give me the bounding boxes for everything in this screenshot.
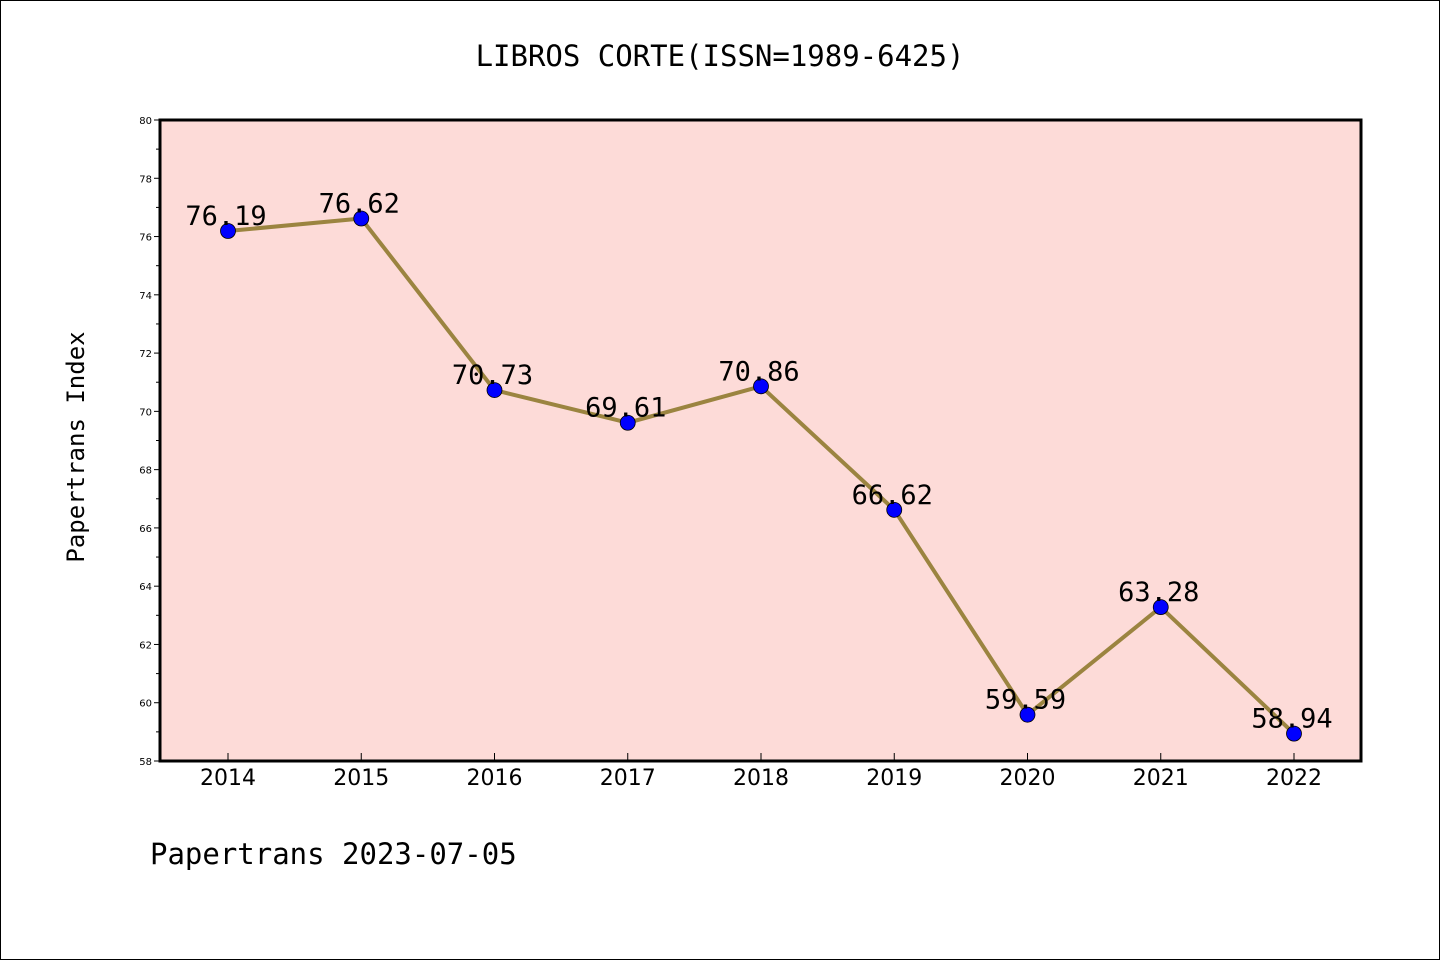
y-tick-label: 60 — [139, 699, 152, 710]
data-label: 70.86 — [718, 356, 799, 387]
y-tick-label: 62 — [139, 640, 152, 651]
data-label: 66.62 — [852, 480, 933, 511]
y-tick-label: 78 — [139, 174, 152, 185]
data-point — [486, 382, 503, 398]
plot-area — [160, 120, 1361, 761]
y-axis-label: Papertrans Index — [62, 331, 90, 562]
x-tick-label: 2017 — [600, 766, 656, 791]
x-tick-label: 2014 — [200, 766, 256, 791]
x-tick-label: 2022 — [1266, 766, 1322, 791]
data-point — [1286, 725, 1302, 742]
data-label: 76.19 — [185, 201, 266, 232]
data-label: 58.94 — [1251, 704, 1332, 735]
x-tick-label: 2015 — [333, 766, 389, 791]
data-point — [886, 501, 903, 518]
y-axis-ticks: 58 60 62 64 66 68 70 72 74 76 78 80 — [139, 116, 160, 768]
y-tick-label: 80 — [139, 116, 152, 127]
x-tick-label: 2021 — [1133, 766, 1189, 791]
data-point — [1019, 706, 1036, 723]
y-tick-label: 74 — [139, 291, 152, 302]
data-label: 63.28 — [1118, 577, 1199, 608]
data-point — [220, 223, 236, 239]
y-tick-label: 70 — [139, 407, 152, 418]
chart-title: LIBROS CORTE(ISSN=1989-6425) — [476, 39, 965, 73]
data-label: 70.73 — [452, 360, 533, 391]
footer-text: Papertrans 2023-07-05 — [150, 837, 517, 871]
x-tick-label: 2019 — [866, 766, 922, 791]
y-tick-label: 64 — [139, 582, 152, 593]
data-labels-layer: 76.19 76.62 70.73 69.61 70.86 66.62 59.59 63.28… — [185, 188, 1332, 734]
data-point — [753, 378, 769, 395]
series-layer — [220, 210, 1302, 742]
data-point — [353, 210, 370, 227]
y-tick-label: 72 — [139, 349, 152, 360]
y-tick-label: 76 — [139, 233, 152, 244]
data-label: 76.62 — [319, 188, 400, 219]
x-tick-label: 2018 — [733, 766, 789, 791]
x-axis-ticks: 2014 2015 2016 2017 2018 2019 2020 2021 2022 — [200, 753, 1322, 791]
data-label: 69.61 — [585, 393, 666, 424]
y-tick-label: 66 — [139, 524, 152, 535]
x-tick-label: 2020 — [1000, 766, 1056, 791]
data-label: 59.59 — [985, 685, 1066, 716]
plot-border — [158, 118, 1363, 763]
data-point — [619, 414, 636, 431]
y-tick-label: 58 — [139, 757, 152, 768]
data-point — [1152, 599, 1169, 616]
y-tick-label: 68 — [139, 466, 152, 477]
x-tick-label: 2016 — [467, 766, 523, 791]
